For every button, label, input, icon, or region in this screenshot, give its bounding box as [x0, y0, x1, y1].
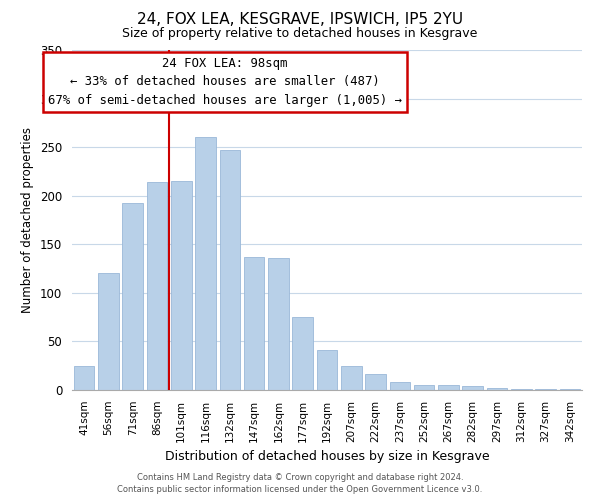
Bar [535, 389, 556, 390]
Bar [414, 385, 434, 390]
Bar [244, 257, 265, 390]
Bar [220, 150, 240, 390]
Bar [389, 382, 410, 390]
Bar [365, 374, 386, 390]
Bar [560, 389, 580, 390]
Text: Contains HM Land Registry data © Crown copyright and database right 2024.
Contai: Contains HM Land Registry data © Crown c… [118, 472, 482, 494]
Bar [292, 317, 313, 390]
Bar [487, 388, 508, 390]
Bar [195, 138, 216, 390]
Text: Size of property relative to detached houses in Kesgrave: Size of property relative to detached ho… [122, 28, 478, 40]
Bar [438, 385, 459, 390]
Bar [146, 182, 167, 390]
Bar [317, 350, 337, 390]
Text: 24 FOX LEA: 98sqm
← 33% of detached houses are smaller (487)
67% of semi-detache: 24 FOX LEA: 98sqm ← 33% of detached hous… [48, 57, 402, 107]
Bar [341, 366, 362, 390]
Text: 24, FOX LEA, KESGRAVE, IPSWICH, IP5 2YU: 24, FOX LEA, KESGRAVE, IPSWICH, IP5 2YU [137, 12, 463, 28]
Bar [122, 202, 143, 390]
X-axis label: Distribution of detached houses by size in Kesgrave: Distribution of detached houses by size … [164, 450, 490, 463]
Bar [268, 258, 289, 390]
Bar [98, 274, 119, 390]
Y-axis label: Number of detached properties: Number of detached properties [22, 127, 34, 313]
Bar [171, 181, 191, 390]
Bar [463, 386, 483, 390]
Bar [74, 366, 94, 390]
Bar [511, 389, 532, 390]
